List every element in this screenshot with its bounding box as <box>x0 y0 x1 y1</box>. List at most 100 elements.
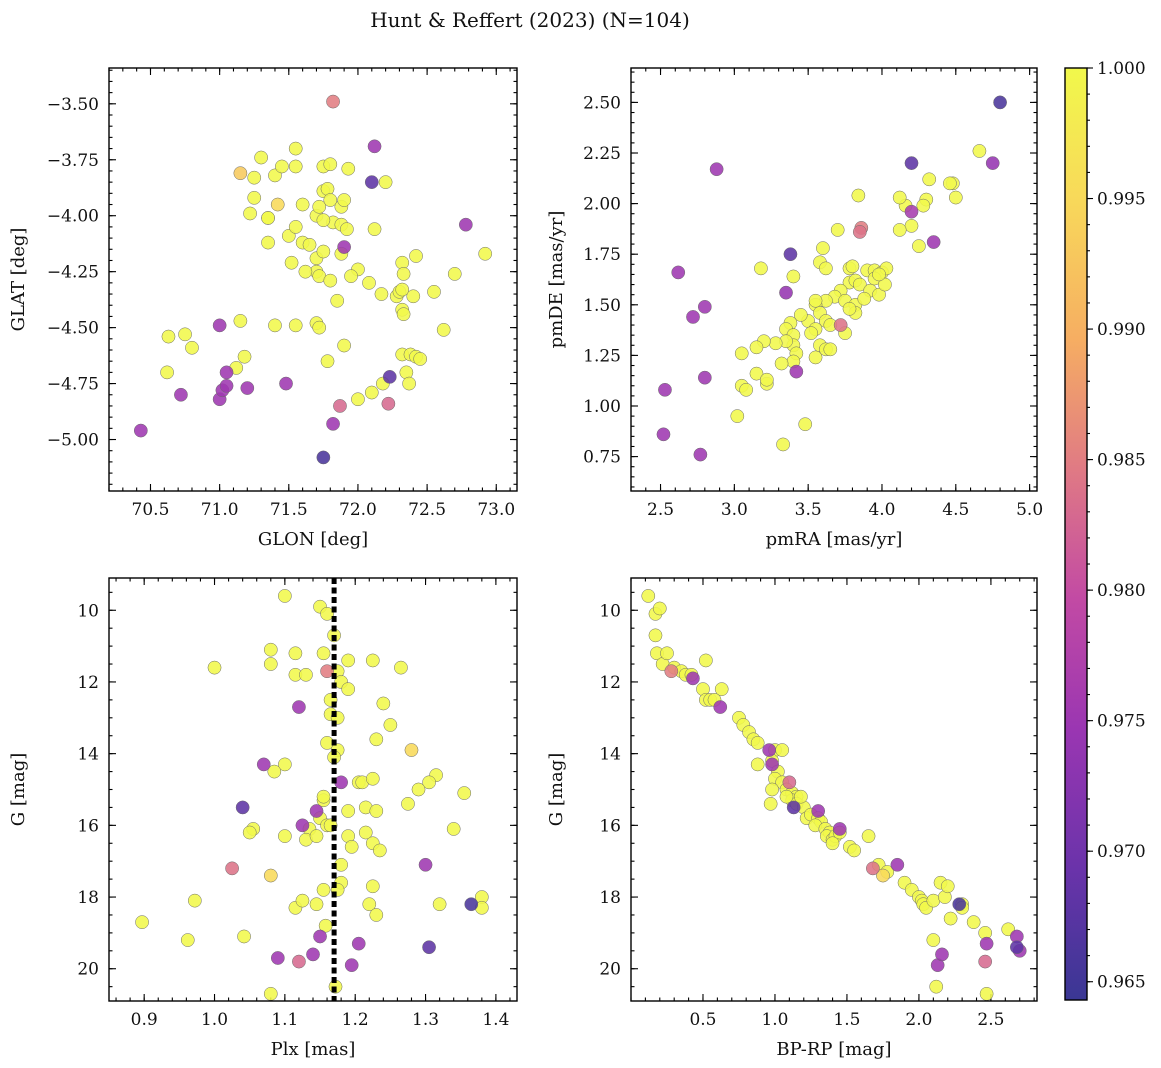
x-tick-label: 2.5 <box>647 500 674 520</box>
data-point <box>323 273 338 288</box>
data-point <box>299 667 313 682</box>
y-tick-label: 12 <box>599 673 621 693</box>
data-point <box>341 161 356 176</box>
figure-title: Hunt & Reffert (2023) (N=104) <box>370 8 690 32</box>
y-axis-label: G [mag] <box>8 753 29 826</box>
data-point <box>759 372 774 387</box>
data-point <box>409 249 423 263</box>
y-tick-label: −4.25 <box>47 263 99 283</box>
data-point <box>288 220 303 234</box>
y-tick-label: 2.50 <box>583 93 621 113</box>
data-point <box>320 354 335 369</box>
plot-frame <box>108 577 518 1002</box>
data-point <box>686 310 700 324</box>
x-tick-label: 1.4 <box>482 1010 509 1030</box>
data-point <box>309 897 324 912</box>
x-tick-label: 71.5 <box>270 500 308 520</box>
glon-glat-panel: 70.5 71.0 71.5 72.0 72.5 73.0 −5.00 −4.75 −4.50 −… <box>8 67 518 550</box>
data-point <box>383 718 398 732</box>
y-axis-label: GLAT [deg] <box>8 228 29 332</box>
data-point <box>233 314 248 328</box>
data-point <box>779 789 794 804</box>
data-point <box>754 261 768 276</box>
data-points <box>656 95 1007 462</box>
data-point <box>212 318 227 333</box>
data-point <box>979 986 994 1001</box>
y-tick-label: 20 <box>77 960 99 980</box>
data-point <box>135 915 149 929</box>
data-point <box>406 289 421 304</box>
data-point <box>341 682 356 696</box>
data-point <box>323 157 338 172</box>
data-point <box>312 320 327 335</box>
data-point <box>852 225 867 239</box>
data-point <box>697 370 712 385</box>
data-point <box>816 241 830 255</box>
x-tick-label: 73.0 <box>477 500 515 520</box>
data-point <box>641 589 656 603</box>
data-point <box>892 223 907 237</box>
data-point <box>247 170 262 185</box>
y-tick-label: 18 <box>77 888 99 908</box>
data-point <box>295 197 310 212</box>
data-point <box>457 786 472 800</box>
data-point <box>396 307 411 322</box>
y-tick-label: 12 <box>77 673 99 693</box>
colorbar-gradient <box>1065 68 1087 1000</box>
data-point <box>306 947 320 962</box>
data-point <box>367 139 382 154</box>
data-point <box>811 804 826 818</box>
data-point <box>798 417 813 432</box>
y-tick-label: −3.50 <box>47 95 99 115</box>
data-point <box>749 340 764 355</box>
data-point <box>207 660 222 675</box>
data-point <box>929 979 944 994</box>
data-point <box>395 282 410 297</box>
data-point <box>832 822 847 836</box>
data-point <box>775 743 790 757</box>
y-tick-label: 10 <box>599 601 621 621</box>
data-point <box>288 141 303 156</box>
data-point <box>278 829 292 843</box>
data-point <box>446 822 461 836</box>
data-point <box>422 775 436 790</box>
colorbar-tick-label: 1.000 <box>1097 59 1146 79</box>
y-tick-label: 0.75 <box>583 448 621 468</box>
y-tick-label: −4.75 <box>47 375 99 395</box>
x-tick-label: 3.5 <box>795 500 822 520</box>
data-point <box>861 829 876 843</box>
data-point <box>316 213 331 228</box>
data-point <box>402 376 416 391</box>
data-point <box>316 789 331 804</box>
data-point <box>323 193 338 207</box>
x-axis-label: BP-RP [mag] <box>776 1039 891 1060</box>
data-point <box>316 244 331 259</box>
x-tick-label: 0.5 <box>689 1010 716 1030</box>
data-point <box>749 366 764 381</box>
data-point <box>765 757 779 772</box>
axis-ticks <box>630 68 1037 491</box>
x-tick-label: 1.0 <box>761 1010 788 1030</box>
x-tick-label: 1.0 <box>201 1010 228 1030</box>
data-point <box>362 276 376 290</box>
data-point <box>302 237 317 252</box>
data-point <box>256 757 271 772</box>
data-point <box>288 159 303 174</box>
data-point <box>878 277 892 292</box>
pm-panel: 2.5 3.0 3.5 4.0 4.5 5.0 0.75 1.00 1.25 1.50 1.75 2.… <box>546 67 1043 550</box>
data-point <box>1009 940 1024 955</box>
data-point <box>225 861 239 876</box>
data-points <box>641 589 1027 1001</box>
data-point <box>714 682 729 696</box>
data-point <box>904 219 919 233</box>
data-point <box>765 782 779 797</box>
data-point <box>365 771 380 786</box>
data-point <box>275 159 289 174</box>
data-point <box>750 736 765 750</box>
data-point <box>367 222 382 236</box>
data-point <box>219 378 234 393</box>
data-point <box>979 936 994 951</box>
data-point <box>652 601 667 616</box>
y-tick-label: 2.25 <box>583 144 621 164</box>
